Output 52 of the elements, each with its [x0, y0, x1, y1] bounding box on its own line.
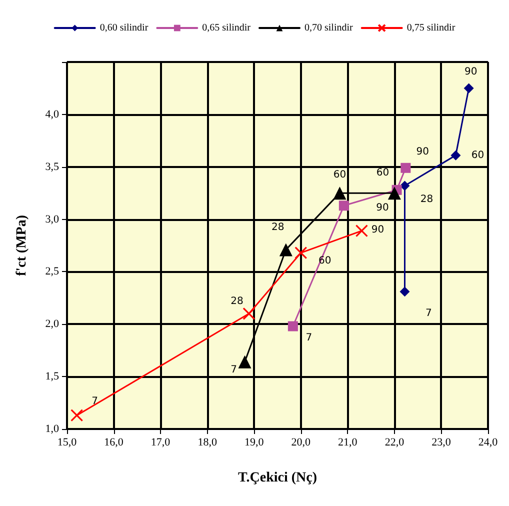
legend-label: 0,70 silindir	[304, 22, 354, 34]
x-tick-label: 17,0	[150, 436, 171, 448]
point	[279, 243, 292, 256]
point	[388, 186, 401, 200]
point	[333, 186, 346, 200]
x-axis-title: T.Çekici (Nç)	[238, 470, 318, 486]
y-tick-label: 1,0	[45, 423, 60, 435]
x-tick-label: 21,0	[338, 436, 358, 448]
annotation: 7	[306, 332, 312, 344]
annotation: 28	[420, 194, 434, 206]
point	[338, 200, 349, 211]
y-tick-label: 2,5	[45, 266, 60, 278]
x-tick-label: 24,0	[478, 436, 498, 448]
annotation: 90	[376, 202, 389, 214]
point	[288, 321, 298, 332]
annotation: 7	[92, 396, 98, 407]
y-tick-label: 3,5	[45, 160, 60, 173]
point	[355, 224, 368, 238]
x-tick-label: 20,0	[291, 436, 312, 448]
annotation: 90	[464, 66, 478, 78]
point	[464, 83, 474, 94]
annotation: 7	[230, 364, 237, 376]
legend-label: 0,75 silindir	[406, 22, 456, 34]
x-tick-label: 19,0	[244, 436, 264, 448]
y-tick-label: 3,0	[45, 213, 60, 226]
point	[400, 162, 411, 173]
y-tick-label: 4,0	[45, 108, 60, 120]
y-axis-title: f'ct (MPa)	[14, 214, 30, 276]
legend-label: 0,60 silindir	[100, 22, 149, 34]
point	[242, 307, 256, 320]
point	[450, 150, 461, 160]
x-tick-label: 18,0	[198, 436, 218, 448]
legend-label: 0,65 silindir	[202, 22, 252, 34]
annotation: 60	[333, 170, 346, 181]
point	[238, 355, 252, 368]
x-tick-label: 22,0	[384, 436, 405, 448]
point	[400, 286, 410, 297]
x-tick-label: 23,0	[432, 436, 452, 448]
y-tick-label: 1,5	[45, 370, 60, 383]
annotation: 28	[230, 296, 244, 308]
point	[294, 246, 308, 260]
annotation: 60	[376, 167, 390, 178]
annotation: 60	[471, 150, 484, 161]
point	[70, 409, 84, 422]
annotation: 90	[371, 224, 384, 236]
annotation: 7	[426, 308, 432, 320]
point	[400, 180, 410, 191]
annotation: 28	[272, 222, 284, 234]
x-tick-label: 16,0	[104, 436, 124, 448]
y-tick-label: 2,0	[45, 318, 60, 330]
annotation: 90	[416, 146, 430, 158]
x-tick-label: 15,0	[57, 436, 78, 448]
